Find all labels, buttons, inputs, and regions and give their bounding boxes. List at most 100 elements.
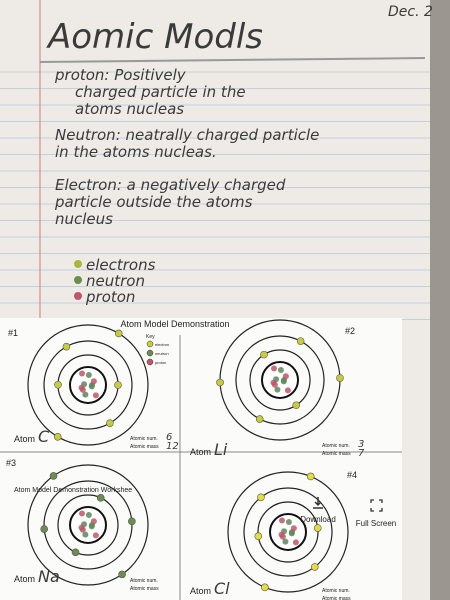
electron [306, 472, 315, 481]
key-title: Key [146, 334, 155, 340]
panel-number: #2 [345, 326, 355, 336]
nucleon [85, 512, 92, 519]
electron [128, 517, 136, 526]
mass-label: Atomic mass [322, 596, 351, 600]
electron [310, 563, 319, 571]
nucleon [88, 523, 95, 530]
orbit [227, 471, 349, 593]
nucleon [85, 372, 92, 379]
electron [296, 337, 305, 345]
legend-label: proton [85, 288, 135, 306]
nucleon [78, 524, 85, 531]
atomic-num: 6 [166, 432, 172, 443]
atom-label: Atom [14, 574, 35, 584]
electron [53, 432, 62, 441]
orbit [243, 487, 333, 577]
nucleon [285, 519, 292, 526]
electron [313, 524, 322, 532]
nucleon [270, 379, 277, 386]
electron [216, 378, 224, 387]
atom-symbol: Na [38, 567, 60, 586]
electron [62, 342, 71, 351]
note-line: Neutron: neatrally charged particle [55, 126, 319, 144]
date: Dec. 2 [388, 4, 433, 20]
nucleon [277, 367, 284, 374]
electron [292, 401, 301, 410]
atom-label: Atom [14, 434, 35, 444]
orbit [235, 335, 325, 425]
electron [114, 329, 123, 338]
ruled-lines [0, 71, 430, 320]
nucleon [82, 391, 89, 398]
electron [114, 381, 122, 389]
orbit [257, 501, 319, 563]
fullscreen-icon [370, 499, 383, 512]
fullscreen-button[interactable]: Full Screen [356, 519, 396, 528]
note-line: charged particle in the [75, 83, 246, 101]
nucleon [90, 518, 97, 525]
electron [254, 532, 263, 541]
nucleon [290, 525, 297, 532]
electron [49, 472, 58, 480]
note-line: nucleus [55, 210, 113, 228]
key-item: neutron [155, 351, 169, 356]
num-label: Atomic num. [130, 578, 158, 584]
electron [96, 494, 105, 502]
legend-dot [74, 260, 82, 268]
download-button[interactable]: Download [300, 515, 336, 524]
nucleon [79, 510, 86, 517]
panel-number: #1 [8, 328, 18, 338]
orbit [27, 324, 149, 446]
note-line: Electron: a negatively charged [55, 176, 286, 194]
nucleon [92, 532, 99, 539]
atom-label: Atom [190, 586, 211, 596]
nucleon [88, 383, 95, 390]
key-dot [146, 340, 154, 348]
electron [261, 583, 269, 592]
nucleon [90, 378, 97, 385]
note-line: proton: Positively [54, 66, 187, 84]
mass-label: Atomic mass [130, 586, 159, 592]
nucleon [282, 538, 289, 545]
key-dot [146, 349, 154, 357]
electron [118, 570, 126, 579]
notebook-edge [430, 0, 450, 600]
num-label: Atomic num. [322, 588, 350, 594]
atomic-num: 3 [358, 439, 364, 450]
nucleon [78, 384, 85, 391]
electron [257, 493, 265, 502]
electron [54, 380, 62, 389]
orbit [57, 494, 119, 556]
atomic-mass: 7 [358, 448, 365, 459]
orbit [27, 464, 149, 586]
mass-label: Atomic mass [130, 444, 159, 450]
atom-symbol: Cl [214, 579, 230, 598]
note-line: in the atoms nucleas. [55, 143, 217, 161]
title: Aomic Modls [46, 17, 263, 57]
nucleon [271, 365, 278, 372]
nucleon [278, 531, 285, 538]
num-label: Atomic num. [322, 443, 350, 449]
electron [255, 415, 264, 423]
num-label: Atomic num. [130, 436, 158, 442]
legend-label: electrons [86, 256, 156, 274]
worksheet-title: Atom Model Demonstration [120, 319, 229, 329]
nucleon [292, 539, 299, 546]
nucleon [274, 386, 281, 393]
download-icon [313, 497, 323, 509]
note-line: atoms nucleas [75, 100, 184, 118]
mass-label: Atomic mass [322, 451, 351, 457]
atom-symbol: C [38, 427, 50, 446]
orbit [249, 349, 311, 411]
worksheet [0, 318, 402, 600]
key-item: proton [155, 360, 166, 365]
nucleon [79, 370, 86, 377]
nucleon [288, 530, 295, 537]
atomic-mass: 12 [166, 441, 179, 452]
title-underline [39, 57, 426, 63]
legend-dot [74, 292, 82, 300]
